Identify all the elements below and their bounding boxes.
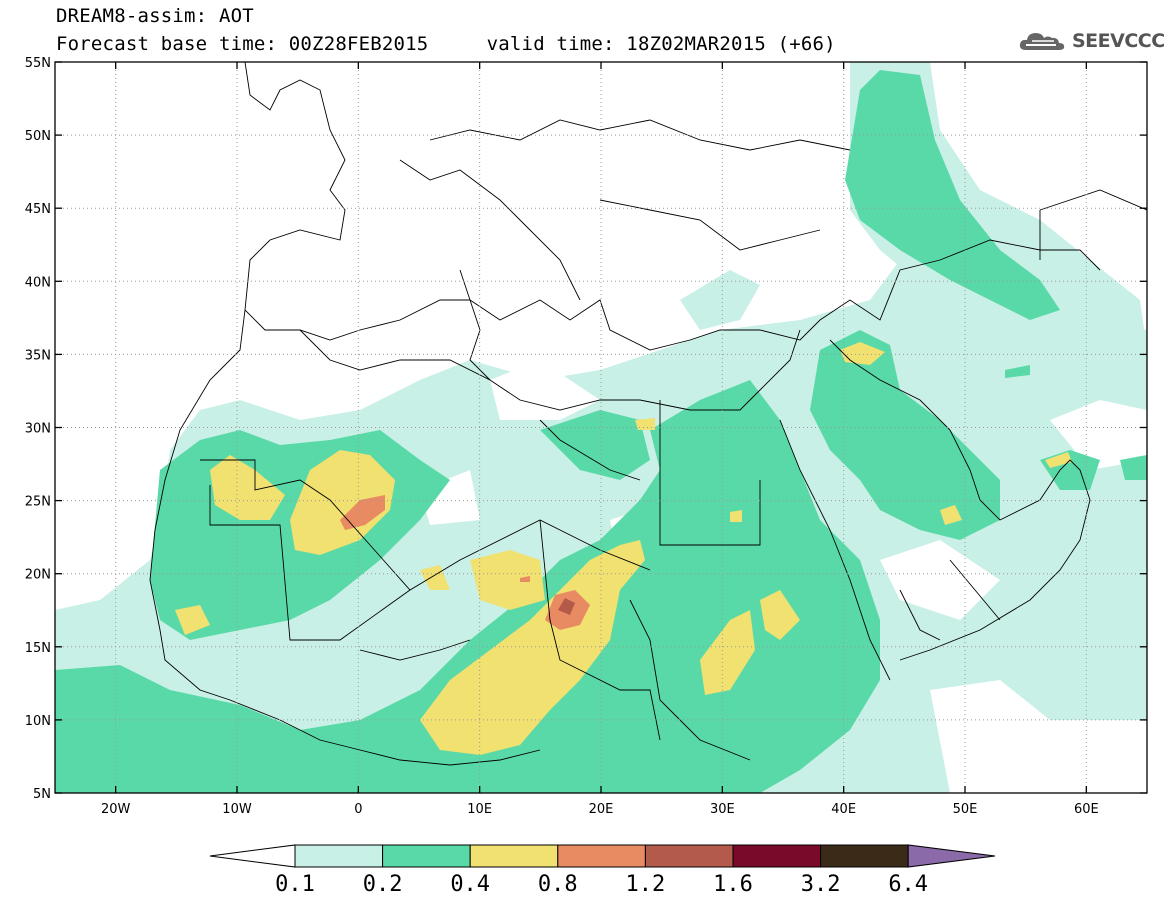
colorbar-label: 1.6 <box>713 872 753 897</box>
cloud-icon <box>1019 33 1065 50</box>
lat-label: 35N <box>25 348 51 363</box>
lat-label: 40N <box>25 275 51 290</box>
lat-label: 30N <box>25 422 51 437</box>
colorbar-labels: 0.1 0.2 0.4 0.8 1.2 1.6 3.2 6.4 <box>275 872 928 897</box>
colorbar-swatch <box>382 844 471 868</box>
aot-level-1-2 <box>558 598 575 615</box>
lat-label: 55N <box>25 56 51 71</box>
lat-label: 5N <box>33 787 51 802</box>
lat-label: 10N <box>25 714 51 729</box>
colorbar-label: 6.4 <box>888 872 928 897</box>
lon-label: 60E <box>1074 802 1099 817</box>
lat-label: 50N <box>25 129 51 144</box>
colorbar-label: 0.2 <box>363 872 403 897</box>
aot-field <box>55 62 1147 793</box>
lat-label: 20N <box>25 568 51 583</box>
colorbar-swatch <box>469 844 559 868</box>
colorbar-swatch <box>644 844 734 868</box>
seevccc-logo: SEEVCCC <box>1018 28 1165 54</box>
colorbar-label: 0.8 <box>538 872 578 897</box>
lon-label: 0 <box>354 802 362 817</box>
colorbar-swatch <box>557 844 646 868</box>
colorbar-label: 3.2 <box>801 872 841 897</box>
colorbar-label: 0.4 <box>450 872 490 897</box>
lat-label: 15N <box>25 641 51 656</box>
aot-level-0-4 <box>175 342 1072 755</box>
colorbar-swatch <box>820 844 909 868</box>
forecast-times: Forecast base time: 00Z28FEB2015 valid t… <box>56 33 836 55</box>
colorbar-label: 1.2 <box>626 872 666 897</box>
lon-label: 30E <box>710 802 735 817</box>
colorbar-swatch <box>294 844 384 868</box>
colorbar-over-triangle <box>907 844 996 868</box>
longitude-labels: 20W 10W 0 10E 20E 30E 40E 50E 60E <box>101 802 1099 817</box>
colorbar-label: 0.1 <box>275 872 315 897</box>
lat-label: 45N <box>25 202 51 217</box>
lon-label: 10W <box>222 802 252 817</box>
colorbar-under-triangle <box>209 844 296 868</box>
logo-text: SEEVCCC <box>1072 30 1165 52</box>
lon-label: 20W <box>101 802 131 817</box>
lon-label: 40E <box>831 802 856 817</box>
lat-label: 25N <box>25 495 51 510</box>
axis-ticks <box>55 61 1147 794</box>
lon-label: 50E <box>953 802 978 817</box>
map-title: DREAM8-assim: AOT <box>56 5 254 27</box>
colorbar <box>209 844 996 868</box>
lon-label: 20E <box>589 802 614 817</box>
colorbar-swatch <box>732 844 822 868</box>
latitude-labels: 55N 50N 45N 40N 35N 30N 25N 20N 15N 10N 5N <box>25 56 51 802</box>
lon-label: 10E <box>467 802 492 817</box>
